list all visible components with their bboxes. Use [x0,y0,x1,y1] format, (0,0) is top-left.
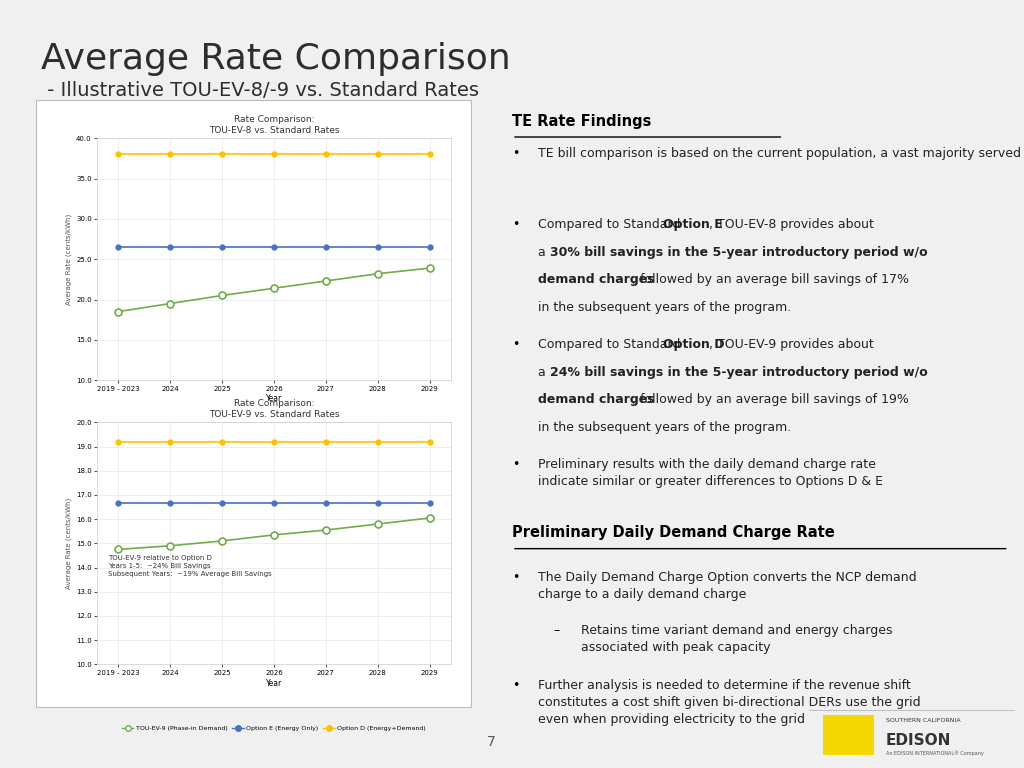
Text: •: • [512,679,519,692]
Text: demand charges: demand charges [538,393,654,406]
X-axis label: Year: Year [266,679,282,687]
Text: 24% bill savings in the 5-year introductory period w/o: 24% bill savings in the 5-year introduct… [551,366,928,379]
Text: Option D: Option D [664,338,725,351]
Text: The Daily Demand Charge Option converts the NCP demand
charge to a daily demand : The Daily Demand Charge Option converts … [538,571,916,601]
Text: Further analysis is needed to determine if the revenue shift
constitutes a cost : Further analysis is needed to determine … [538,679,921,726]
Text: An EDISON INTERNATIONAL® Company: An EDISON INTERNATIONAL® Company [886,750,983,756]
Text: Retains time variant demand and energy charges
associated with peak capacity: Retains time variant demand and energy c… [582,624,893,654]
Y-axis label: Average Rate (cents/kWh): Average Rate (cents/kWh) [66,498,72,589]
Legend: TOU-EV-9 (Phase-in Demand), Option E (Energy Only), Option D (Energy+Demand): TOU-EV-9 (Phase-in Demand), Option E (En… [120,723,428,733]
Text: a: a [538,246,549,259]
Text: 7: 7 [487,735,496,749]
Text: TE Rate Findings: TE Rate Findings [512,114,651,129]
Text: , followed by an average bill savings of 19%: , followed by an average bill savings of… [632,393,909,406]
Text: –: – [553,624,559,637]
Text: EDISON: EDISON [886,733,951,748]
Text: in the subsequent years of the program.: in the subsequent years of the program. [538,301,791,314]
Text: Preliminary Daily Demand Charge Rate: Preliminary Daily Demand Charge Rate [512,525,835,541]
Title: Rate Comparison:
TOU-EV-8 vs. Standard Rates: Rate Comparison: TOU-EV-8 vs. Standard R… [209,115,339,134]
Legend: TOU-EV-8 (Phase-in Demand), Option E (Energy Only), Option D (Energy+Demand): TOU-EV-8 (Phase-in Demand), Option E (En… [120,439,428,449]
Text: •: • [512,338,519,351]
Text: SOUTHERN CALIFORNIA: SOUTHERN CALIFORNIA [886,718,961,723]
Text: , TOU-EV-9 provides about: , TOU-EV-9 provides about [709,338,873,351]
Text: Compared to Standard: Compared to Standard [538,338,684,351]
Title: Rate Comparison:
TOU-EV-9 vs. Standard Rates: Rate Comparison: TOU-EV-9 vs. Standard R… [209,399,339,419]
X-axis label: Year: Year [266,395,282,403]
Text: - Illustrative TOU-EV-8/-9 vs. Standard Rates: - Illustrative TOU-EV-8/-9 vs. Standard … [41,81,479,100]
Text: •: • [512,218,519,231]
Text: Option E: Option E [664,218,723,231]
Text: •: • [512,147,519,161]
Text: in the subsequent years of the program.: in the subsequent years of the program. [538,421,791,434]
Text: a: a [538,366,549,379]
Text: demand charges: demand charges [538,273,654,286]
Text: TOU-EV-9 relative to Option D
Years 1-5:  ~24% Bill Savings
Subsequent Years:  ~: TOU-EV-9 relative to Option D Years 1-5:… [108,555,271,578]
Y-axis label: Average Rate (cents/kWh): Average Rate (cents/kWh) [66,214,72,305]
Text: •: • [512,571,519,584]
Bar [823,716,874,756]
Text: , TOU-EV-8 provides about: , TOU-EV-8 provides about [709,218,874,231]
Text: TE bill comparison is based on the current population, a vast majority served on: TE bill comparison is based on the curre… [538,147,1024,161]
Text: , followed by an average bill savings of 17%: , followed by an average bill savings of… [632,273,909,286]
Text: Compared to Standard: Compared to Standard [538,218,684,231]
Text: •: • [512,458,519,471]
Text: 30% bill savings in the 5-year introductory period w/o: 30% bill savings in the 5-year introduct… [551,246,928,259]
Text: Preliminary results with the daily demand charge rate
indicate similar or greate: Preliminary results with the daily deman… [538,458,883,488]
Text: Average Rate Comparison: Average Rate Comparison [41,42,511,76]
